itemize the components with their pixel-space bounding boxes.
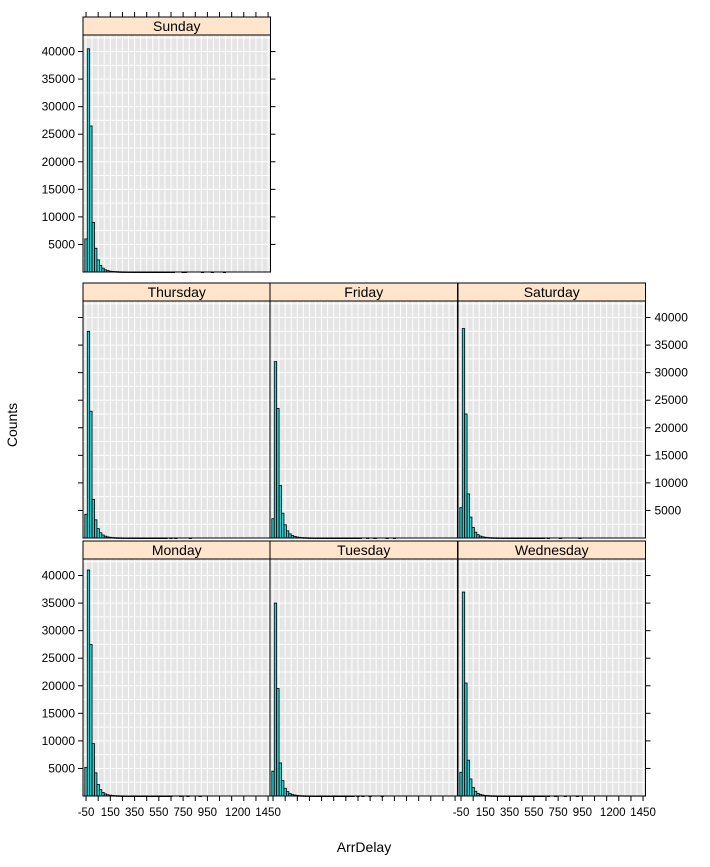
axes-layer: 5000 10000 15000 20000 25000 30000 35000 40000 5… [42, 12, 689, 819]
panel-saturday: Saturday [457, 282, 646, 539]
y-tick-label: 5000 [48, 761, 75, 775]
y-tick-label: 30000 [42, 624, 76, 638]
x-tick-label: 950 [573, 807, 592, 819]
x-tick-label: 150 [476, 807, 495, 819]
y-tick-label: 10000 [655, 476, 689, 490]
y-tick-label: 40000 [42, 569, 76, 583]
y-tick-label: 25000 [42, 651, 76, 665]
strip-label: Monday [152, 542, 202, 558]
y-tick-label: 15000 [42, 706, 76, 720]
strip-label: Saturday [524, 284, 580, 300]
x-tick-label: 150 [101, 807, 120, 819]
y-tick-label: 30000 [655, 366, 689, 380]
x-tick-label: -50 [453, 807, 470, 819]
strip-label: Tuesday [337, 542, 390, 558]
x-tick-label: 1200 [225, 807, 251, 819]
panels-layer: Sunday Thursday Friday Saturday Monday Tuesda… [82, 16, 646, 797]
y-axis-title: Counts [4, 403, 20, 447]
y-tick-label: 20000 [655, 421, 689, 435]
x-tick-label: 1200 [600, 807, 626, 819]
strip-label: Wednesday [515, 542, 589, 558]
x-tick-label: 750 [549, 807, 568, 819]
y-tick-label: 40000 [655, 311, 689, 325]
x-tick-label: 950 [198, 807, 217, 819]
y-tick-label: 30000 [42, 100, 76, 114]
panel-border [82, 16, 271, 273]
y-tick-label: 15000 [42, 182, 76, 196]
y-tick-label: 10000 [42, 210, 76, 224]
panel-border [457, 540, 646, 797]
x-tick-label: 1450 [630, 807, 656, 819]
x-tick-label: 750 [174, 807, 193, 819]
y-tick-label: 5000 [655, 503, 682, 517]
y-tick-label: 25000 [655, 393, 689, 407]
panel-friday: Friday [269, 282, 458, 539]
panel-tuesday: Tuesday [269, 540, 458, 797]
y-tick-label: 25000 [42, 127, 76, 141]
y-tick-label: 15000 [655, 448, 689, 462]
x-tick-label: 1450 [255, 807, 281, 819]
panel-wednesday: Wednesday [457, 540, 646, 797]
y-tick-label: 5000 [48, 237, 75, 251]
y-tick-label: 10000 [42, 734, 76, 748]
x-axis-title: ArrDelay [337, 839, 391, 855]
y-tick-label: 20000 [42, 679, 76, 693]
strip-label: Friday [344, 284, 383, 300]
y-tick-label: 40000 [42, 45, 76, 59]
y-tick-label: 35000 [42, 72, 76, 86]
panel-sunday: Sunday [82, 16, 271, 273]
strip-label: Thursday [148, 284, 206, 300]
y-tick-label: 20000 [42, 155, 76, 169]
x-tick-label: 550 [149, 807, 168, 819]
x-tick-label: 350 [500, 807, 519, 819]
x-tick-label: 350 [125, 807, 144, 819]
panel-border [457, 282, 646, 539]
strip-label: Sunday [153, 18, 200, 34]
y-tick-label: 35000 [655, 338, 689, 352]
x-tick-label: 550 [524, 807, 543, 819]
panel-thursday: Thursday [82, 282, 271, 539]
y-tick-label: 35000 [42, 596, 76, 610]
x-tick-label: -50 [78, 807, 95, 819]
panel-monday: Monday [82, 540, 271, 797]
